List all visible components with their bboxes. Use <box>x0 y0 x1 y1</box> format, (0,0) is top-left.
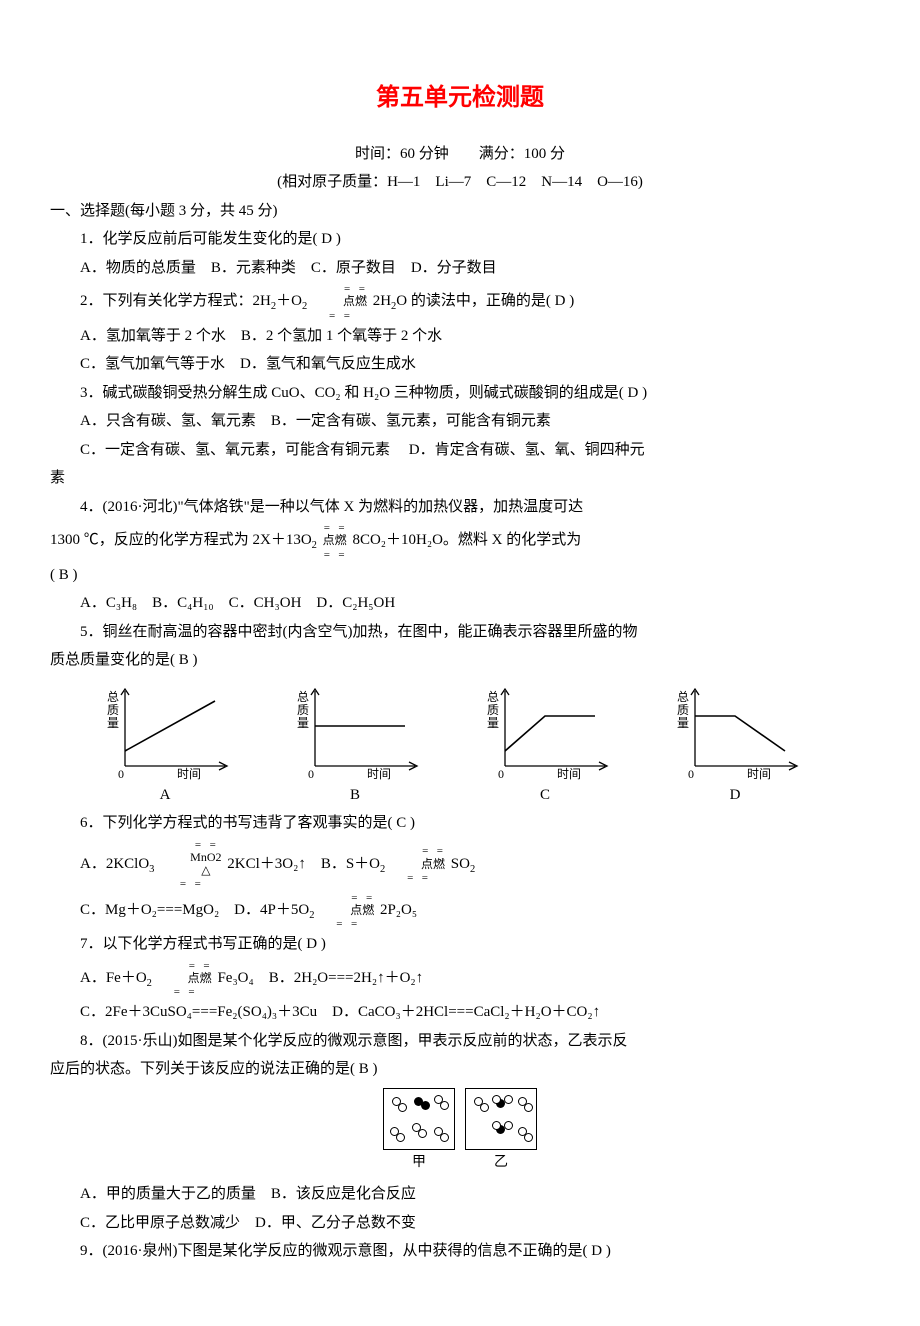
svg-text:总: 总 <box>677 690 689 704</box>
svg-text:总: 总 <box>487 690 499 704</box>
q1: 1．化学反应前后可能发生变化的是( D ) <box>50 225 870 254</box>
svg-text:0: 0 <box>308 767 314 781</box>
graph-b-label: B <box>270 781 440 810</box>
chart-c-icon: 总质量 0 时间 <box>475 681 615 781</box>
graph-b: 总质量 0 时间 B <box>270 681 440 810</box>
svg-text:量: 量 <box>297 716 309 730</box>
q4-l2-pre: 1300 ℃，反应的化学方程式为 2X＋13O <box>50 532 312 548</box>
q5-l2: 质总质量变化的是( B ) <box>50 646 870 675</box>
q6a-pre: A．2KClO <box>80 856 149 872</box>
q5-l1: 5．铜丝在耐高温的容器中密封(内含空气)加热，在图中，能正确表示容器里所盛的物 <box>50 618 870 647</box>
q7-opt-ab: A．Fe＋O2 = =点燃= = Fe₃O₄ B．2H₂O===2H₂↑＋O₂↑ <box>50 959 870 999</box>
reaction-arrow-icon: = =点燃= = <box>156 959 214 999</box>
q8-l1: 8．(2015·乐山)如图是某个化学反应的微观示意图，甲表示反应前的状态，乙表示… <box>50 1027 870 1056</box>
svg-text:总: 总 <box>297 690 309 704</box>
reaction-arrow-icon: = =MnO2△= = <box>158 838 223 891</box>
q6-opt-cd: C．Mg＋O₂===MgO₂ D．4P＋5O2 = =点燃= = 2P₂O₅ <box>50 891 870 931</box>
q6b-post: SO <box>451 856 470 872</box>
chart-b-icon: 总质量 0 时间 <box>285 681 425 781</box>
svg-text:量: 量 <box>107 716 119 730</box>
q7a-post: Fe₃O₄ B．2H₂O===2H₂↑＋O₂↑ <box>217 970 423 986</box>
q2-post: 2H <box>373 293 391 309</box>
q6a-post: 2KCl＋3O₂↑ B．S＋O <box>227 856 380 872</box>
q2-opt-ab: A．氢加氧等于 2 个水 B．2 个氢加 1 个氧等于 2 个水 <box>50 322 870 351</box>
meta-time: 时间：60 分钟 满分：100 分 <box>50 140 870 169</box>
q2-tail: O 的读法中，正确的是( D ) <box>396 293 574 309</box>
svg-text:质: 质 <box>107 703 119 717</box>
graph-c: 总质量 0 时间 C <box>460 681 630 810</box>
q8-diagram: 甲 乙 <box>50 1088 870 1177</box>
reaction-arrow-icon: = =点燃= = <box>318 891 376 931</box>
q7: 7．以下化学方程式书写正确的是( D ) <box>50 930 870 959</box>
svg-text:量: 量 <box>487 716 499 730</box>
svg-text:总: 总 <box>107 690 119 704</box>
q3-opt-ab: A．只含有碳、氢、氧元素 B．一定含有碳、氢元素，可能含有铜元素 <box>50 407 870 436</box>
chart-d-icon: 总质量 0 时间 <box>665 681 805 781</box>
chart-a-icon: 总质量 0 时间 <box>95 681 235 781</box>
q4-l3: ( B ) <box>50 561 870 590</box>
q2-mid: ＋O <box>276 293 302 309</box>
svg-text:时间: 时间 <box>177 767 201 781</box>
q3: 3．碱式碳酸铜受热分解生成 CuO、CO₂ 和 H₂O 三种物质，则碱式碳酸铜的… <box>50 379 870 408</box>
svg-text:0: 0 <box>118 767 124 781</box>
q6d-post: 2P₂O₅ <box>380 902 417 918</box>
diagram-box-yi <box>465 1088 537 1150</box>
q7a-pre: A．Fe＋O <box>80 970 147 986</box>
graph-a: 总质量 0 时间 A <box>80 681 250 810</box>
q5-graphs: 总质量 0时间 A 总质量 0时间 B 总质量 0时间 C <box>80 681 820 810</box>
section-1-header: 一、选择题(每小题 3 分，共 45 分) <box>50 197 870 226</box>
q4-l2: 1300 ℃，反应的化学方程式为 2X＋13O2 = =点燃= = 8CO₂＋1… <box>50 521 870 561</box>
q2: 2．下列有关化学方程式：2H2＋O2 = =点燃= = 2H2O 的读法中，正确… <box>50 282 870 322</box>
svg-text:时间: 时间 <box>557 767 581 781</box>
svg-text:时间: 时间 <box>747 767 771 781</box>
graph-d: 总质量 0 时间 D <box>650 681 820 810</box>
page-title: 第五单元检测题 <box>50 76 870 122</box>
meta-masses: (相对原子质量：H—1 Li—7 C—12 N—14 O—16) <box>50 168 870 197</box>
q4-l1: 4．(2016·河北)"气体烙铁"是一种以气体 X 为燃料的加热仪器，加热温度可… <box>50 493 870 522</box>
q6-opt-ab: A．2KClO3 = =MnO2△= = 2KCl＋3O₂↑ B．S＋O2 = … <box>50 838 870 891</box>
graph-c-label: C <box>460 781 630 810</box>
q3-opt-c-pre: C．一定含有碳、氢、氧元素，可能含有铜元素 D．肯定含有碳、氢、氧、铜四种元 <box>50 436 870 465</box>
q8-opt-ab: A．甲的质量大于乙的质量 B．该反应是化合反应 <box>50 1180 870 1209</box>
svg-text:质: 质 <box>677 703 689 717</box>
svg-text:质: 质 <box>487 703 499 717</box>
svg-text:0: 0 <box>498 767 504 781</box>
reaction-arrow-icon: = =点燃= = <box>321 521 349 561</box>
svg-text:0: 0 <box>688 767 694 781</box>
q2-pre: 2．下列有关化学方程式：2H <box>80 293 271 309</box>
graph-d-label: D <box>650 781 820 810</box>
q4-options: A．C₃H₈ B．C₄H₁₀ C．CH₃OH D．C₂H₅OH <box>50 589 870 618</box>
q6: 6．下列化学方程式的书写违背了客观事实的是( C ) <box>50 809 870 838</box>
q8-l2: 应后的状态。下列关于该反应的说法正确的是( B ) <box>50 1055 870 1084</box>
diagram-label-jia: 甲 <box>383 1150 455 1177</box>
q4-l2-post: 8CO₂＋10H₂O。燃料 X 的化学式为 <box>352 532 581 548</box>
diagram-box-jia <box>383 1088 455 1150</box>
graph-a-label: A <box>80 781 250 810</box>
q2-opt-cd: C．氢气加氧气等于水 D．氢气和氧气反应生成水 <box>50 350 870 379</box>
q8-opt-cd: C．乙比甲原子总数减少 D．甲、乙分子总数不变 <box>50 1209 870 1238</box>
q3-opt-c-tail: 素 <box>50 464 870 493</box>
q6c-text: C．Mg＋O₂===MgO₂ D．4P＋5O <box>80 902 309 918</box>
svg-text:时间: 时间 <box>367 767 391 781</box>
q7-opt-cd: C．2Fe＋3CuSO₄===Fe₂(SO₄)₃＋3Cu D．CaCO₃＋2HC… <box>50 998 870 1027</box>
svg-text:量: 量 <box>677 716 689 730</box>
diagram-label-yi: 乙 <box>465 1150 537 1177</box>
reaction-arrow-icon: = =点燃= = <box>311 282 369 322</box>
q1-options: A．物质的总质量 B．元素种类 C．原子数目 D．分子数目 <box>50 254 870 283</box>
svg-text:质: 质 <box>297 703 309 717</box>
reaction-arrow-icon: = =点燃= = <box>389 844 447 884</box>
q9: 9．(2016·泉州)下图是某化学反应的微观示意图，从中获得的信息不正确的是( … <box>50 1237 870 1266</box>
